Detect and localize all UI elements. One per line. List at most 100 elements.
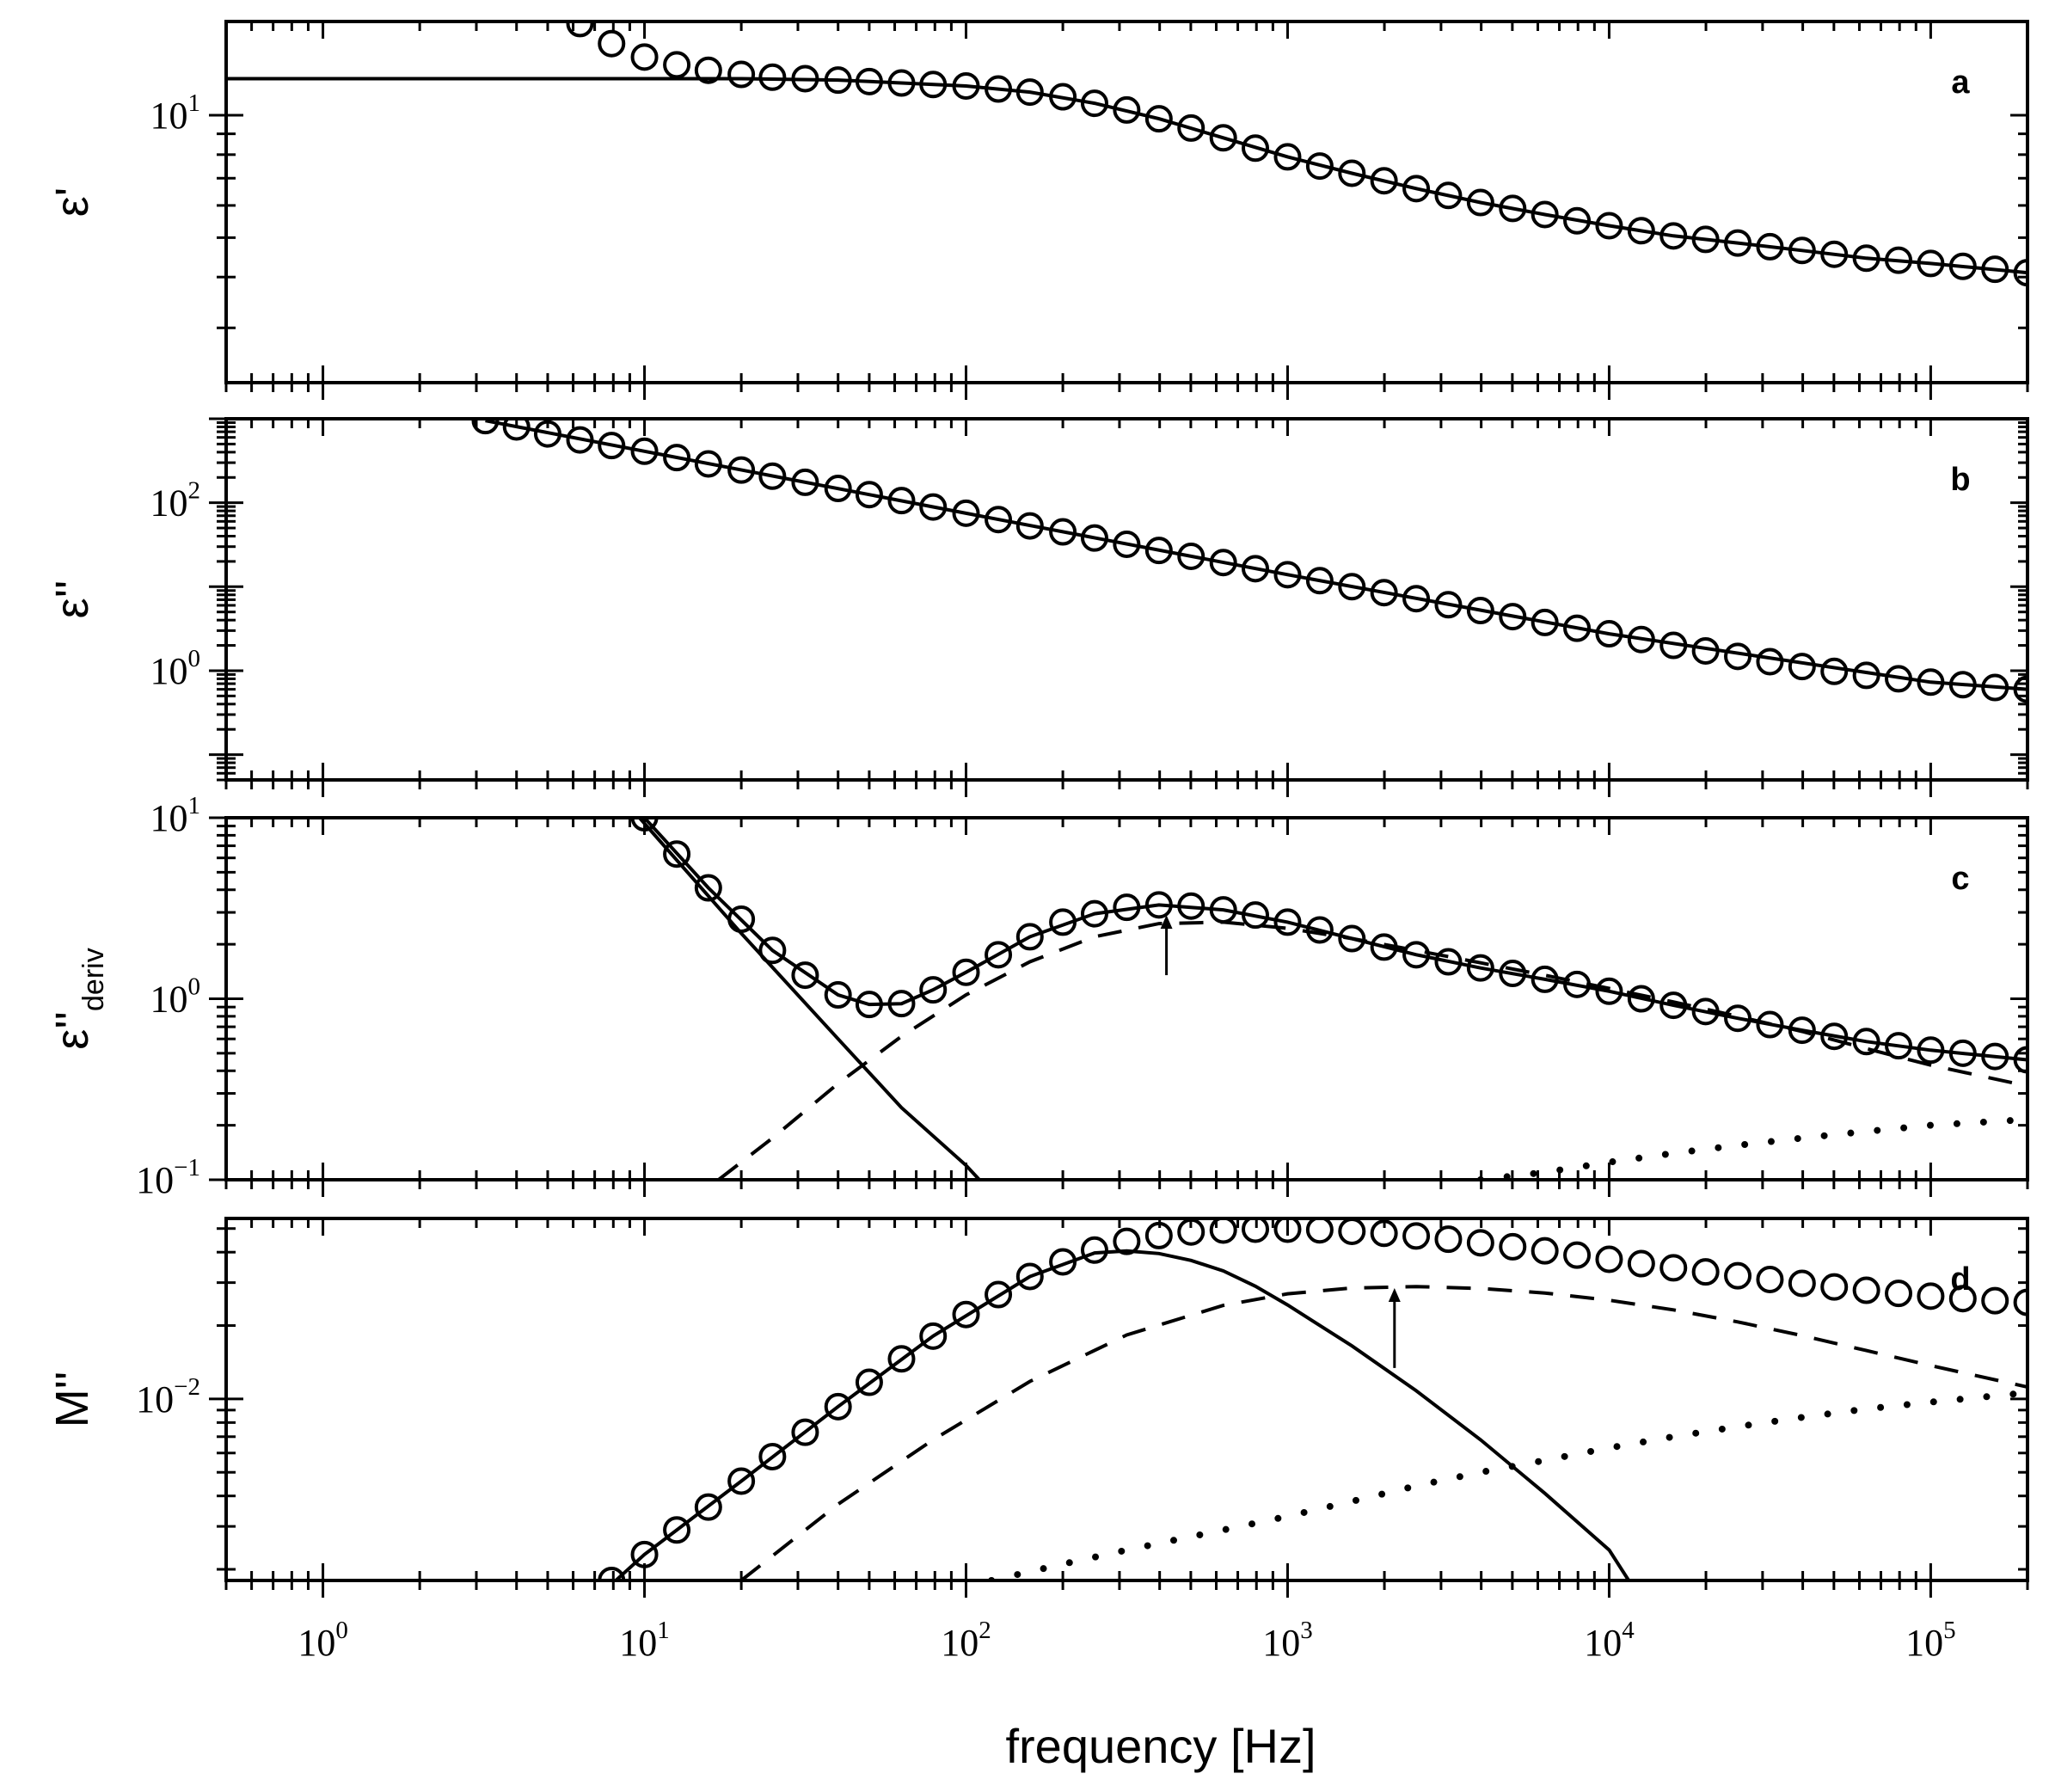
data-point [1466, 188, 1494, 217]
plot-frame [224, 20, 2029, 384]
data-point [1080, 899, 1108, 928]
data-point [1659, 222, 1688, 250]
data-point [985, 506, 1013, 534]
data-point [1466, 597, 1494, 625]
data-point [1370, 167, 1398, 195]
data-point [1595, 977, 1623, 1005]
data-point [1273, 143, 1302, 171]
data-point [471, 419, 500, 435]
data-point [1531, 608, 1559, 636]
data-point [1305, 152, 1334, 181]
x-tick-label: 103 [1262, 1617, 1313, 1664]
data-point [1273, 908, 1302, 936]
data-point [1402, 941, 1431, 969]
data-point [1563, 1241, 1592, 1269]
data-point [1724, 1004, 1752, 1033]
data-point [566, 21, 594, 38]
data-point [1691, 1258, 1720, 1286]
data-point [1049, 1248, 1077, 1276]
data-point [1402, 585, 1431, 613]
data-point [824, 1392, 852, 1421]
data-point [566, 426, 594, 454]
y-tick-label: 101 [150, 89, 201, 137]
data-point [727, 456, 756, 484]
x-tick-label: 101 [619, 1617, 670, 1664]
y-axis-label: M'' [46, 1372, 98, 1428]
data-point [1595, 620, 1623, 648]
data-point [1370, 1219, 1398, 1248]
y-tick-label: 10−2 [136, 1373, 200, 1421]
data-point [598, 29, 626, 58]
data-point [1788, 1269, 1816, 1298]
data-point [1917, 668, 1945, 697]
data-point [1659, 631, 1688, 660]
data-point [1885, 1280, 1913, 1308]
data-point [1402, 175, 1431, 203]
data-point [887, 1345, 916, 1373]
panel-letter: b [1950, 462, 1970, 498]
panel-letter: d [1950, 1261, 1970, 1298]
data-point [1852, 1028, 1880, 1056]
series-line-dashed [717, 920, 2028, 1180]
data-point [727, 905, 756, 934]
data-point [919, 1322, 948, 1350]
x-tick-label: 105 [1905, 1617, 1956, 1664]
data-point [952, 71, 980, 100]
data-point [1981, 1286, 2009, 1315]
data-point [630, 1540, 659, 1568]
y-tick-label: 102 [150, 477, 201, 525]
data-point [791, 64, 819, 93]
y-axis-label-main: M'' [46, 1372, 98, 1428]
plot-frame [224, 816, 2029, 1181]
data-point [1948, 252, 1977, 280]
data-point [985, 941, 1013, 969]
data-point [663, 840, 691, 868]
data-point [758, 462, 787, 490]
data-point [1273, 1218, 1302, 1243]
x-tick-label: 102 [941, 1617, 991, 1664]
data-point [630, 818, 659, 832]
data-point [1242, 1218, 1270, 1243]
data-point [1820, 240, 1849, 268]
data-point [919, 493, 948, 521]
data-point [1756, 647, 1784, 676]
data-point [1305, 567, 1334, 595]
data-point [727, 60, 756, 89]
data-point [1434, 181, 1463, 210]
data-point [694, 874, 722, 902]
data-point [694, 1493, 722, 1521]
data-point [1820, 657, 1849, 685]
plot-frame [224, 1217, 2029, 1582]
data-point [1338, 1218, 1366, 1245]
data-point [855, 481, 883, 509]
data-point [1338, 573, 1366, 601]
data-point [1209, 1218, 1237, 1244]
data-point [1015, 923, 1044, 951]
data-point [1015, 512, 1044, 540]
data-point [1917, 1036, 1945, 1065]
data-point [1049, 908, 1077, 936]
data-point [533, 420, 561, 448]
data-point [1756, 232, 1784, 261]
data-point [1724, 1261, 1752, 1290]
data-point [694, 56, 722, 84]
series-line-solid [641, 818, 2028, 1062]
y-tick-label: 100 [150, 973, 201, 1021]
data-point [1627, 217, 1655, 245]
data-point [630, 43, 659, 71]
y-axis-label-main: ε' [46, 187, 98, 217]
data-point [1338, 159, 1366, 187]
panel-c: 10−1 100 101 c ε''deriv [46, 792, 2029, 1201]
data-point [1595, 1245, 1623, 1273]
data-point [1242, 555, 1270, 583]
data-point [791, 1418, 819, 1446]
data-point [1885, 246, 1913, 274]
data-point [1531, 965, 1559, 993]
panel-b: 100 102 b ε'' [46, 417, 2029, 797]
data-point [502, 419, 531, 441]
panel-letter: a [1951, 64, 1970, 101]
y-axis-label-sub: deriv [77, 948, 110, 1011]
data-point [1144, 1221, 1173, 1249]
y-axis-label-main: ε'' [46, 1011, 98, 1050]
